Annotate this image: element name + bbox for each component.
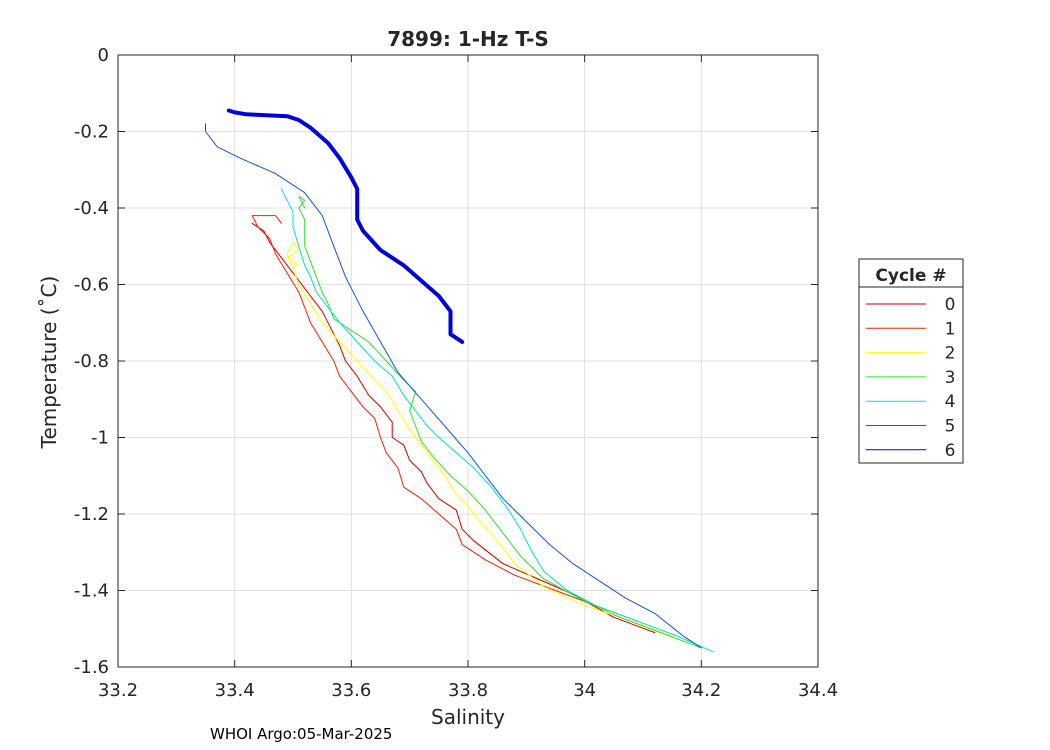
x-axis-ticks: 33.2 33.4 33.6 33.8 34 34.2 34.4 (98, 55, 838, 701)
x-tick-label: 33.6 (331, 680, 371, 701)
y-tick-label: -0.4 (74, 198, 109, 219)
y-tick-label: -1.6 (74, 657, 109, 678)
y-tick-label: -1.2 (74, 504, 109, 525)
series-2-line (286, 241, 673, 637)
y-tick-label: -0.8 (74, 351, 109, 372)
legend-label-6: 6 (945, 441, 956, 461)
legend-label-0: 0 (945, 295, 956, 315)
y-axis-ticks: 0 -0.2 -0.4 -0.6 -0.8 -1 -1.2 -1.4 -1.6 (74, 45, 818, 678)
legend-label-1: 1 (945, 319, 956, 339)
footer-credit: WHOI Argo:05-Mar-2025 (210, 725, 393, 743)
x-tick-label: 33.8 (448, 680, 488, 701)
legend-label-3: 3 (945, 368, 956, 388)
x-tick-label: 34 (573, 680, 596, 701)
y-tick-label: -0.2 (74, 122, 109, 143)
x-tick-label: 33.2 (98, 680, 138, 701)
series-5-line (205, 123, 702, 649)
legend-label-5: 5 (945, 417, 956, 437)
y-tick-label: -1 (91, 428, 109, 449)
legend-items: 0 1 2 3 4 5 6 (866, 295, 955, 461)
series-3-line (298, 196, 702, 649)
x-tick-label: 33.4 (215, 680, 255, 701)
x-tick-label: 34.4 (798, 680, 838, 701)
series-6-line (226, 108, 465, 344)
series-layer (205, 108, 714, 653)
x-axis-label: Salinity (431, 705, 505, 729)
legend: Cycle # 0 1 2 3 4 5 6 (858, 258, 964, 464)
y-tick-label: -1.4 (74, 581, 109, 602)
legend-title: Cycle # (875, 266, 946, 286)
legend-label-4: 4 (945, 392, 956, 412)
series-1-line (251, 215, 638, 622)
legend-label-2: 2 (945, 344, 956, 364)
series-0-line (251, 222, 656, 634)
grid-lines (117, 54, 819, 668)
y-tick-label: 0 (98, 45, 109, 66)
y-tick-label: -0.6 (74, 275, 109, 296)
y-axis-label: Temperature (˚C) (37, 276, 61, 450)
legend-box (858, 258, 964, 464)
x-tick-label: 34.2 (681, 680, 721, 701)
chart-title: 7899: 1-Hz T-S (387, 27, 549, 51)
series-4-line (280, 188, 714, 653)
